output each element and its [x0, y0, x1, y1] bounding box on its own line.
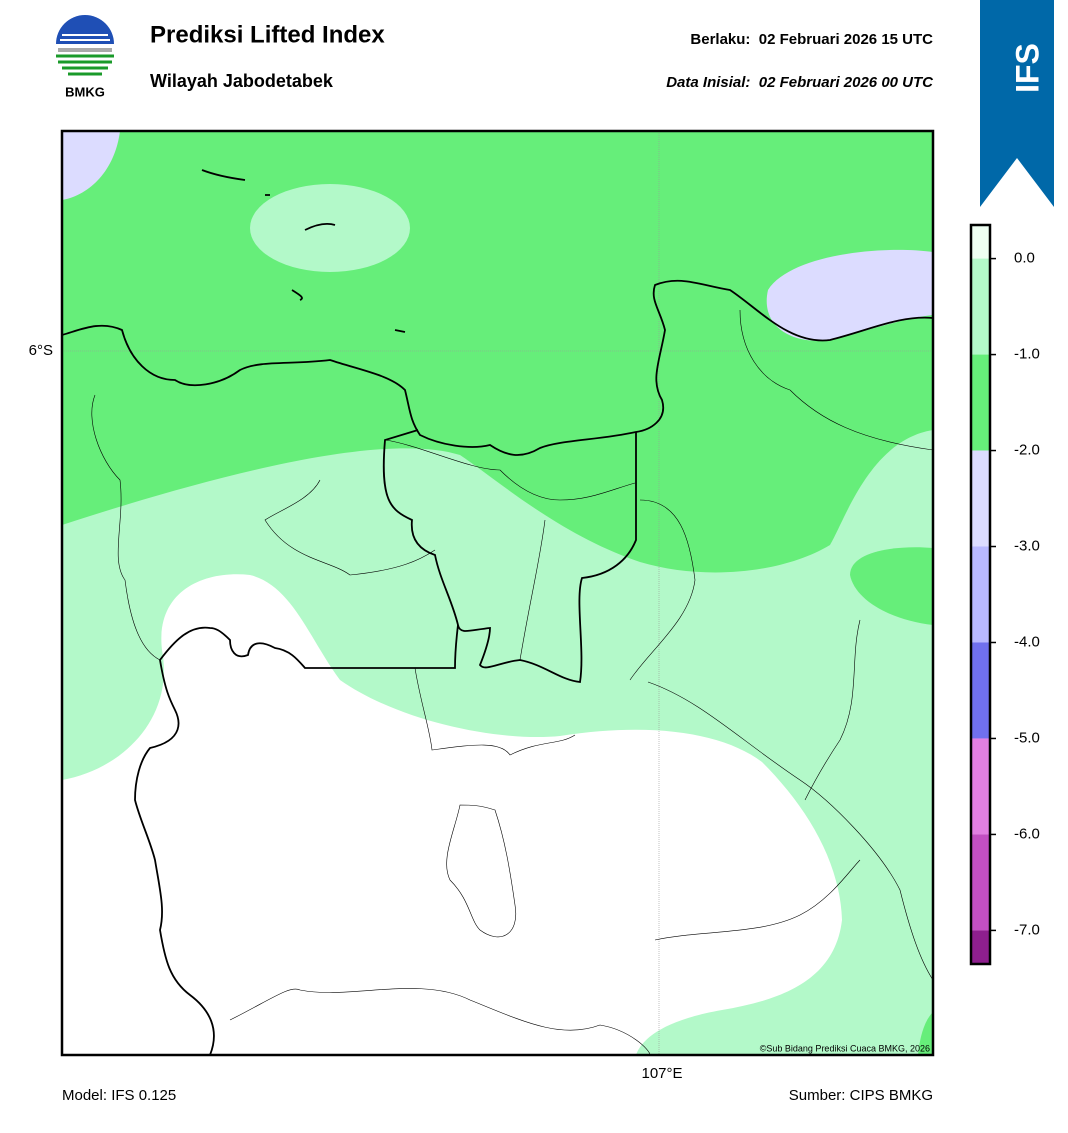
colorbar-tick-label: -4.0: [1014, 633, 1040, 650]
subtitle: Wilayah Jabodetabek: [150, 71, 334, 91]
logo-text: BMKG: [65, 84, 105, 99]
colorbar-tick-label: 0.0: [1014, 250, 1035, 267]
badge-text: IFS: [1009, 43, 1045, 93]
colorbar: 0.0 -1.0 -2.0 -3.0 -4.0 -5.0 -6.0 -7.0: [969, 223, 1040, 966]
map: [62, 131, 933, 1055]
logo: BMKG: [56, 15, 114, 99]
title: Prediksi Lifted Index: [150, 21, 385, 48]
colorbar-band: [971, 738, 990, 835]
credit: ©Sub Bidang Prediksi Cuaca BMKG, 2026: [760, 1043, 930, 1053]
lon-label: 107°E: [641, 1065, 682, 1082]
colorbar-tick-label: -1.0: [1014, 346, 1040, 363]
colorbar-tick-label: -3.0: [1014, 537, 1040, 554]
colorbar-band: [971, 225, 990, 259]
colorbar-band: [971, 642, 990, 739]
lat-label: 6°S: [29, 342, 53, 359]
colorbar-band: [971, 354, 990, 451]
colorbar-tick-label: -5.0: [1014, 729, 1040, 746]
colorbar-band: [971, 450, 990, 547]
colorbar-band: [971, 258, 990, 355]
colorbar-band: [971, 930, 990, 964]
source: Sumber: CIPS BMKG: [789, 1087, 933, 1104]
badge: [980, 0, 1054, 207]
map-frame: [60, 129, 935, 1057]
colorbar-band: [971, 834, 990, 931]
valid-time: Berlaku: 02 Februari 2026 15 UTC: [690, 31, 933, 48]
colorbar-band: [971, 546, 990, 643]
colorbar-tick-label: -2.0: [1014, 442, 1040, 459]
colorbar-tick-label: -7.0: [1014, 921, 1040, 938]
init-time: Data Inisial: 02 Februari 2026 00 UTC: [666, 74, 934, 91]
colorbar-tick-label: -6.0: [1014, 825, 1040, 842]
model: Model: IFS 0.125: [62, 1087, 176, 1104]
colorbar-frame: [969, 223, 992, 966]
